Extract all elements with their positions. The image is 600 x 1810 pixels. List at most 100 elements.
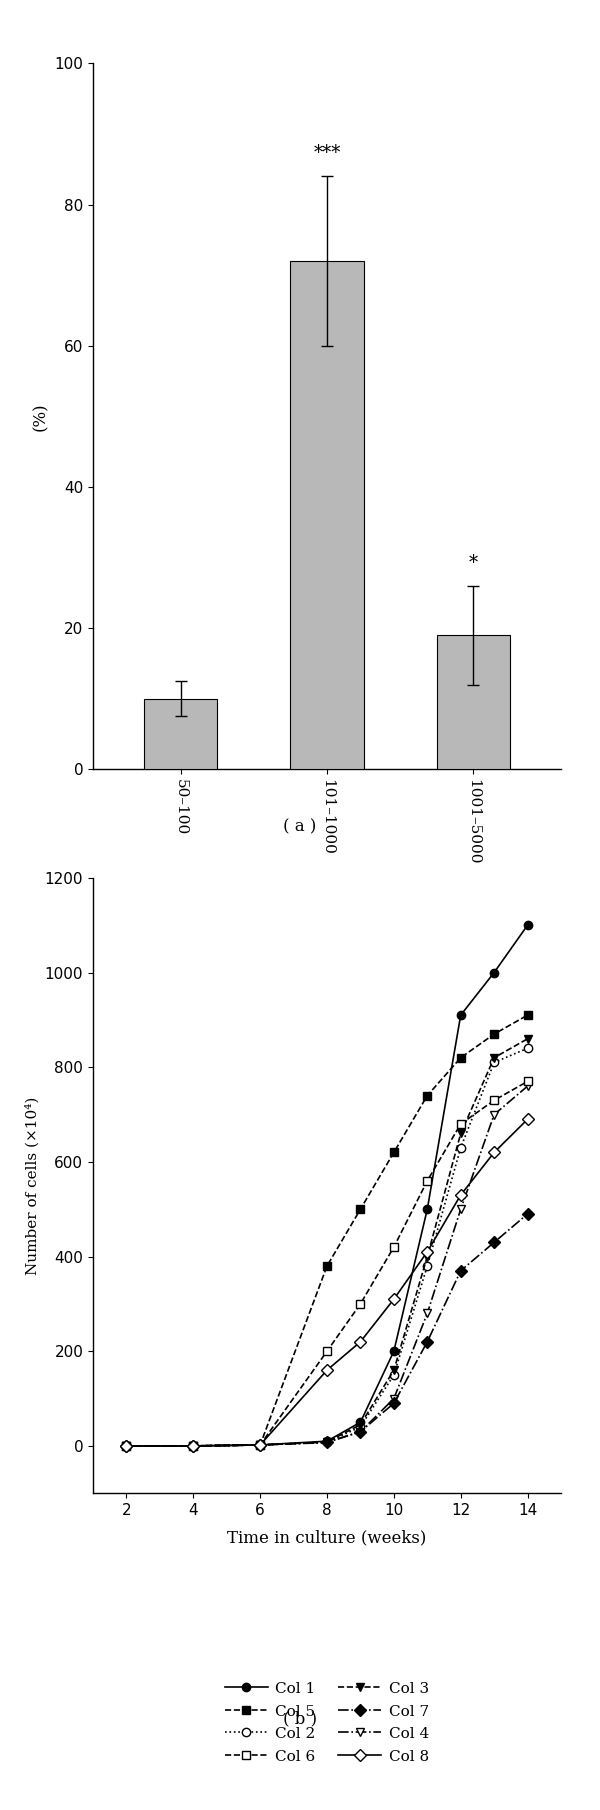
Line: Col 2: Col 2 (122, 1044, 532, 1450)
Col 2 (524, 1037, 531, 1059)
Line: Col 1: Col 1 (122, 921, 532, 1450)
X-axis label: Cells/colony: Cells/colony (276, 934, 378, 950)
Col 6 (424, 1169, 431, 1191)
Col 8 (257, 1434, 264, 1455)
Col 8 (123, 1435, 130, 1457)
Col 7 (357, 1421, 364, 1443)
Col 7 (190, 1435, 197, 1457)
Col 8 (424, 1242, 431, 1263)
Line: Col 7: Col 7 (122, 1209, 532, 1450)
Col 6 (323, 1341, 331, 1363)
Line: Col 5: Col 5 (122, 1012, 532, 1450)
Col 6 (190, 1435, 197, 1457)
Col 3 (457, 1122, 464, 1144)
Col 2 (123, 1435, 130, 1457)
Col 5 (257, 1434, 264, 1455)
Col 1 (257, 1434, 264, 1455)
Col 4 (524, 1075, 531, 1097)
Col 7 (257, 1434, 264, 1455)
Col 6 (257, 1434, 264, 1455)
Col 1 (491, 961, 498, 983)
Col 3 (524, 1028, 531, 1050)
Bar (437, 635, 510, 769)
Col 4 (424, 1303, 431, 1325)
Col 1 (424, 1198, 431, 1220)
Col 7 (457, 1260, 464, 1281)
Col 3 (123, 1435, 130, 1457)
Col 7 (123, 1435, 130, 1457)
Col 3 (357, 1414, 364, 1435)
Col 8 (457, 1184, 464, 1205)
Col 2 (357, 1415, 364, 1437)
Col 8 (323, 1359, 331, 1381)
Col 3 (190, 1435, 197, 1457)
Col 2 (457, 1137, 464, 1158)
Col 1 (323, 1430, 331, 1452)
Col 7 (390, 1392, 397, 1414)
Col 6 (390, 1236, 397, 1258)
Col 4 (390, 1388, 397, 1410)
Y-axis label: Number of cells (×10⁴): Number of cells (×10⁴) (25, 1097, 39, 1274)
X-axis label: Time in culture (weeks): Time in culture (weeks) (227, 1529, 427, 1546)
Col 3 (424, 1245, 431, 1267)
Col 1 (123, 1435, 130, 1457)
Col 5 (424, 1084, 431, 1106)
Col 8 (524, 1108, 531, 1129)
Col 8 (190, 1435, 197, 1457)
Col 4 (357, 1421, 364, 1443)
Col 7 (424, 1330, 431, 1352)
Col 4 (190, 1435, 197, 1457)
Col 6 (357, 1292, 364, 1314)
Col 7 (323, 1432, 331, 1453)
Col 5 (457, 1046, 464, 1068)
Col 5 (190, 1435, 197, 1457)
Col 4 (491, 1104, 498, 1126)
Col 1 (390, 1341, 397, 1363)
Col 3 (390, 1359, 397, 1381)
Text: *: * (469, 554, 478, 572)
Col 5 (123, 1435, 130, 1457)
Col 7 (491, 1231, 498, 1253)
Bar (144, 699, 217, 769)
Col 7 (524, 1204, 531, 1225)
Col 8 (491, 1142, 498, 1164)
Col 6 (457, 1113, 464, 1135)
Text: ( a ): ( a ) (283, 818, 317, 834)
Text: ( b ): ( b ) (283, 1710, 317, 1727)
Col 2 (257, 1434, 264, 1455)
Col 2 (190, 1435, 197, 1457)
Text: ***: *** (313, 145, 341, 163)
Col 3 (323, 1432, 331, 1453)
Col 2 (424, 1254, 431, 1276)
Col 5 (323, 1254, 331, 1276)
Col 2 (323, 1432, 331, 1453)
Col 1 (190, 1435, 197, 1457)
Line: Col 6: Col 6 (122, 1077, 532, 1450)
Col 2 (491, 1052, 498, 1073)
Line: Col 3: Col 3 (122, 1035, 532, 1450)
Y-axis label: (%): (%) (32, 402, 49, 431)
Col 8 (390, 1289, 397, 1310)
Line: Col 8: Col 8 (122, 1115, 532, 1450)
Line: Col 4: Col 4 (122, 1082, 532, 1450)
Col 4 (323, 1432, 331, 1453)
Bar (290, 261, 364, 769)
Col 4 (123, 1435, 130, 1457)
Col 1 (357, 1412, 364, 1434)
Col 5 (357, 1198, 364, 1220)
Col 5 (524, 1005, 531, 1026)
Col 6 (491, 1090, 498, 1111)
Col 3 (491, 1046, 498, 1068)
Col 6 (123, 1435, 130, 1457)
Col 5 (491, 1023, 498, 1044)
Col 6 (524, 1070, 531, 1091)
Col 1 (524, 914, 531, 936)
Col 1 (457, 1005, 464, 1026)
Col 4 (457, 1198, 464, 1220)
Col 8 (357, 1330, 364, 1352)
Col 3 (257, 1434, 264, 1455)
Col 2 (390, 1365, 397, 1386)
Col 4 (257, 1434, 264, 1455)
Legend: Col 1, Col 5, Col 2, Col 6, Col 3, Col 7, Col 4, Col 8: Col 1, Col 5, Col 2, Col 6, Col 3, Col 7… (217, 1672, 437, 1772)
Col 5 (390, 1142, 397, 1164)
